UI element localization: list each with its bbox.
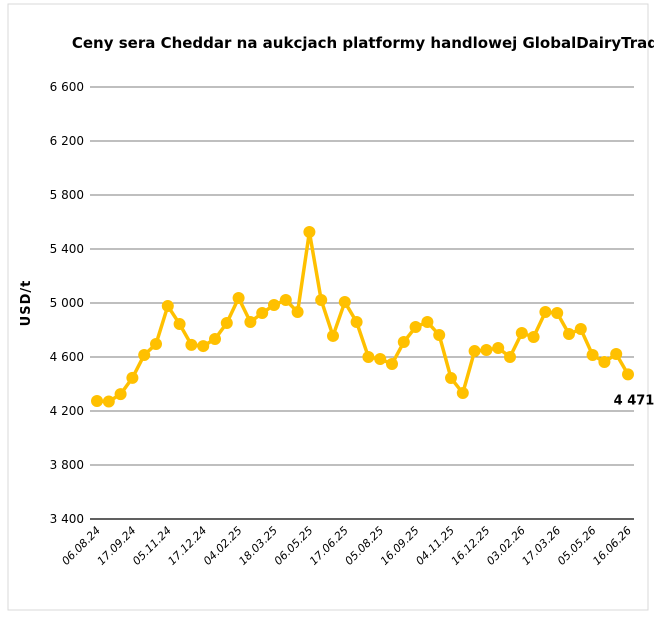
point	[468, 345, 481, 358]
point	[150, 338, 162, 351]
point	[563, 328, 575, 341]
point	[291, 306, 304, 319]
point	[504, 351, 516, 363]
point	[256, 306, 269, 319]
y-tick-label: 3 800	[50, 458, 84, 472]
point	[421, 316, 434, 329]
point	[551, 306, 564, 319]
y-tick-label: 3 400	[50, 512, 84, 526]
y-tick-label: 4 600	[50, 350, 84, 364]
point	[268, 299, 280, 312]
value-label: 4 471	[614, 393, 654, 408]
point	[220, 316, 233, 329]
point	[279, 294, 292, 307]
point	[386, 358, 398, 371]
point	[610, 348, 623, 361]
y-tick-label: 4 200	[50, 404, 84, 418]
point	[185, 338, 198, 351]
point	[350, 316, 363, 329]
point	[574, 323, 587, 336]
point	[492, 341, 505, 354]
point	[91, 395, 103, 408]
point	[197, 340, 210, 353]
y-tick-label: 5 000	[50, 296, 84, 310]
point	[598, 355, 611, 368]
point	[362, 351, 375, 363]
point	[161, 299, 174, 312]
y-tick-label: 5 800	[50, 188, 84, 202]
y-tick-label: 6 600	[50, 80, 84, 94]
point	[209, 333, 221, 346]
point	[622, 368, 634, 381]
point	[456, 387, 469, 400]
point	[138, 348, 151, 361]
point	[102, 395, 115, 408]
point	[445, 372, 457, 385]
point	[480, 343, 493, 356]
point	[409, 321, 422, 334]
point	[303, 225, 316, 238]
y-axis-label: USD/t	[19, 280, 34, 327]
point	[126, 371, 139, 384]
point	[527, 331, 540, 344]
point	[114, 388, 127, 401]
y-tick-label: 5 400	[50, 242, 84, 256]
point	[433, 328, 446, 341]
point	[173, 318, 186, 331]
point	[586, 348, 599, 361]
point	[315, 294, 328, 307]
point	[539, 306, 552, 319]
point	[374, 353, 387, 366]
point	[515, 326, 528, 339]
point	[327, 329, 339, 342]
frame	[7, 3, 649, 611]
point	[338, 296, 351, 309]
x-tick-label: 16.06.26	[590, 524, 634, 568]
line	[96, 230, 630, 404]
chart-title: Ceny sera Cheddar na aukcjach platformy …	[72, 34, 654, 52]
y-tick-label: 6 200	[50, 134, 84, 148]
point	[232, 292, 245, 305]
point	[397, 336, 410, 349]
point	[244, 316, 257, 329]
